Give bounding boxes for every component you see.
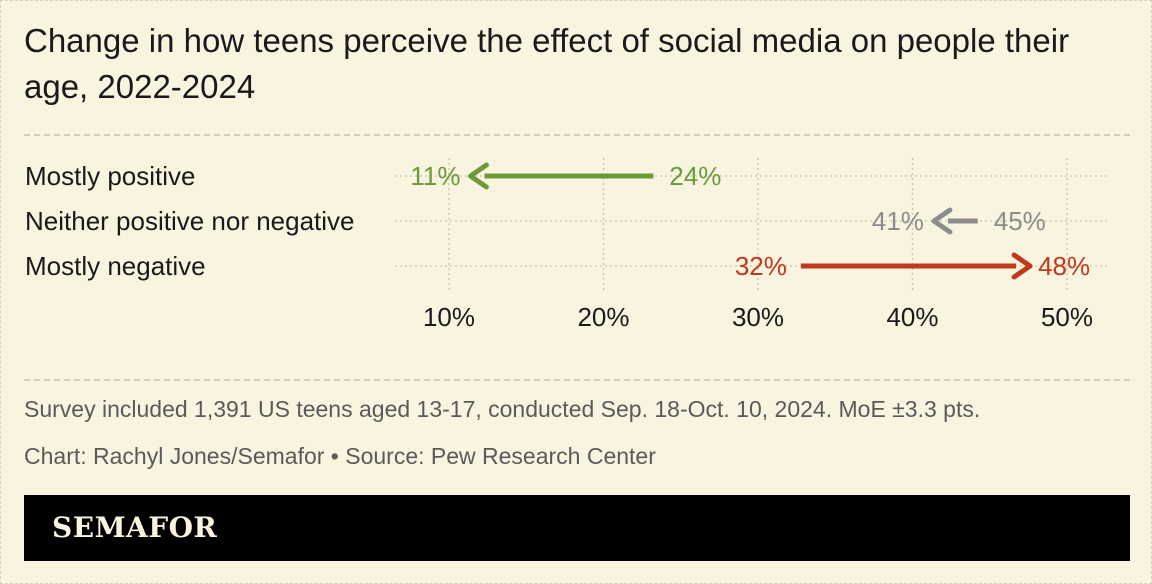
value-label-2024-mostly-negative: 48% [1038,251,1090,281]
row-label-neither-positive-nor-negative: Neither positive nor negative [25,206,355,236]
tick-label-50: 50% [1041,302,1093,332]
x-axis-ticks: 10% 20% 30% 40% 50% [423,302,1093,332]
source-credit: Chart: Rachyl Jones/Semafor • Source: Pe… [24,443,656,469]
tick-label-40: 40% [886,302,938,332]
arrow-marks: 24% 11% 45% 41% 32% 48% [410,161,1090,281]
title-divider [24,134,1130,136]
arrow-chart: Mostly positive Neither positive nor nega… [25,158,1110,332]
value-label-2024-mostly-positive: 11% [410,161,460,191]
row-label-mostly-positive: Mostly positive [25,161,196,191]
arrow-head-mostly-negative [1011,252,1033,280]
survey-note: Survey included 1,391 US teens aged 13-1… [24,396,981,422]
tick-label-20: 20% [577,302,629,332]
notes-divider [24,379,1130,381]
arrow-head-neither-positive-nor-negative [931,207,953,235]
value-label-2024-neither-positive-nor-negative: 41% [872,206,924,236]
brand-logo: SEMAFOR [52,511,218,544]
value-label-2022-neither-positive-nor-negative: 45% [994,206,1046,236]
value-label-2022-mostly-negative: 32% [735,251,787,281]
value-label-2022-mostly-positive: 24% [669,161,721,191]
tick-label-10: 10% [423,302,475,332]
row-label-mostly-negative: Mostly negative [25,251,206,281]
arrow-head-mostly-positive [467,162,489,190]
footer-bar: SEMAFOR [24,495,1130,561]
tick-label-30: 30% [732,302,784,332]
row-labels: Mostly positive Neither positive nor nega… [25,161,355,281]
chart-title: Change in how teens perceive the effect … [24,22,1070,105]
